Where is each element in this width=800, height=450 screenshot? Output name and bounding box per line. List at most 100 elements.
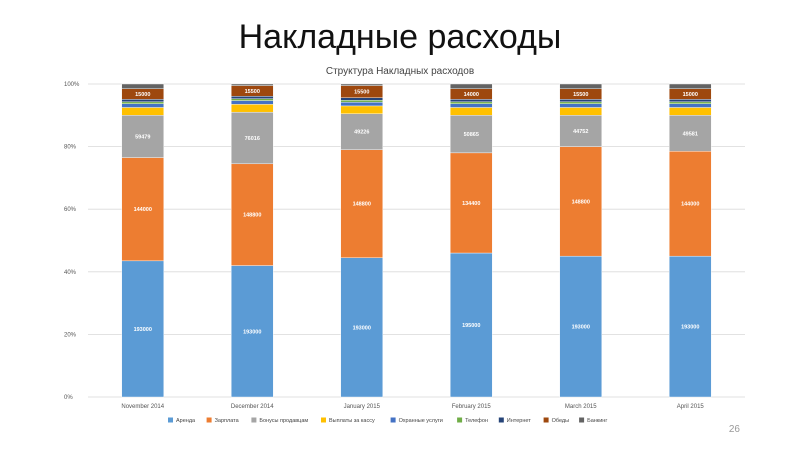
bar-segment bbox=[340, 149, 383, 258]
bar-segment bbox=[340, 257, 383, 398]
bar-segment bbox=[559, 146, 602, 257]
y-tick-label: 100% bbox=[64, 82, 80, 88]
bar-segment bbox=[559, 255, 602, 398]
data-label: 148800 bbox=[572, 199, 590, 205]
bar-segment bbox=[231, 83, 274, 86]
bar-segment bbox=[559, 115, 602, 147]
bar-segment bbox=[669, 99, 712, 103]
data-label: 195000 bbox=[462, 323, 480, 329]
data-label: 148800 bbox=[243, 213, 261, 219]
legend-swatch bbox=[543, 417, 549, 423]
bar-segment bbox=[121, 101, 164, 104]
y-tick-label: 20% bbox=[64, 332, 77, 338]
slide-title: Накладные расходы bbox=[238, 18, 562, 56]
bar-segment bbox=[450, 107, 493, 116]
data-label: 193000 bbox=[572, 325, 590, 331]
data-label: 193000 bbox=[134, 327, 152, 333]
data-label: 15500 bbox=[245, 89, 260, 95]
bar-segment bbox=[340, 105, 383, 114]
data-label: 15500 bbox=[573, 92, 588, 98]
legend-label: Телефон bbox=[465, 418, 488, 424]
bar-segment bbox=[121, 115, 164, 158]
bar-segment bbox=[669, 101, 712, 104]
bar-segment bbox=[121, 83, 164, 89]
data-label: 14000 bbox=[464, 92, 479, 98]
legend-label: Интернет bbox=[507, 418, 531, 424]
legend-label: Обеды bbox=[552, 418, 570, 424]
data-label: 134400 bbox=[462, 201, 480, 207]
x-tick-label: March 2015 bbox=[565, 404, 597, 410]
page-number: 26 bbox=[728, 424, 740, 435]
data-label: 49226 bbox=[354, 130, 369, 136]
data-label: 144000 bbox=[134, 207, 152, 213]
bar-segment bbox=[121, 107, 164, 116]
bar-segment bbox=[669, 107, 712, 116]
legend-swatch bbox=[321, 417, 326, 423]
data-label: 193000 bbox=[681, 325, 699, 331]
bar-segment bbox=[450, 99, 493, 103]
bar-segment bbox=[340, 97, 383, 101]
bar-segment bbox=[450, 152, 493, 254]
legend-label: Выплаты за кассу bbox=[329, 418, 375, 424]
bar-segment bbox=[669, 115, 712, 152]
bar-segment bbox=[669, 255, 712, 398]
bar-segment bbox=[450, 252, 493, 398]
legend-swatch bbox=[498, 417, 504, 423]
bar-segment bbox=[231, 111, 274, 165]
data-label: 193000 bbox=[353, 325, 371, 331]
y-tick-label: 60% bbox=[64, 207, 77, 213]
bar-segment bbox=[121, 157, 164, 262]
bar-segment bbox=[450, 103, 493, 108]
data-label: 144000 bbox=[681, 202, 699, 208]
legend-swatch bbox=[579, 417, 585, 423]
bar-segment bbox=[231, 98, 274, 101]
legend-label: Банкинг bbox=[587, 418, 607, 424]
bar-segment bbox=[231, 100, 274, 105]
bar-segment bbox=[121, 99, 164, 103]
bar-segment bbox=[231, 265, 274, 398]
legend-label: Зарплата bbox=[215, 418, 240, 424]
data-label: 50865 bbox=[464, 132, 479, 138]
bar-segment bbox=[340, 100, 383, 103]
bar-segment bbox=[340, 113, 383, 150]
bar-segment bbox=[121, 103, 164, 108]
bar-segment bbox=[559, 107, 602, 116]
bar-segment bbox=[231, 163, 274, 266]
x-tick-label: January 2015 bbox=[344, 404, 381, 410]
bar-segment bbox=[559, 99, 602, 103]
data-label: 15500 bbox=[354, 90, 369, 96]
legend-swatch bbox=[206, 417, 212, 423]
x-tick-label: November 2014 bbox=[121, 404, 164, 410]
bar-segment bbox=[669, 103, 712, 108]
x-tick-label: December 2014 bbox=[231, 404, 274, 410]
legend-swatch bbox=[168, 417, 173, 423]
legend-swatch bbox=[457, 417, 463, 423]
bar-segment bbox=[669, 151, 712, 257]
y-tick-label: 80% bbox=[64, 145, 77, 151]
bar-segment bbox=[559, 103, 602, 108]
data-label: 15000 bbox=[683, 92, 698, 98]
data-label: 193000 bbox=[243, 329, 261, 335]
data-label: 49581 bbox=[683, 131, 698, 137]
legend-swatch bbox=[390, 417, 396, 423]
data-label: 44752 bbox=[573, 129, 588, 135]
chart-title: Структура Накладных расходов bbox=[326, 66, 474, 77]
legend-label: Охранные услуги bbox=[399, 418, 443, 424]
data-label: 59479 bbox=[135, 134, 150, 140]
data-label: 15000 bbox=[135, 92, 150, 98]
bar-segment bbox=[450, 83, 493, 89]
bar-segment bbox=[669, 83, 712, 89]
bar-segment bbox=[450, 115, 493, 154]
y-tick-label: 40% bbox=[64, 270, 77, 276]
x-tick-label: April 2015 bbox=[677, 404, 705, 410]
legend-label: Бонусы продавцам bbox=[259, 418, 308, 424]
data-label: 76016 bbox=[245, 136, 260, 142]
legend-label: Аренда bbox=[176, 418, 196, 424]
x-tick-label: February 2015 bbox=[452, 404, 492, 410]
bar-segment bbox=[231, 104, 274, 113]
bar-segment bbox=[121, 260, 164, 398]
bar-segment bbox=[559, 83, 602, 89]
legend-swatch bbox=[251, 417, 257, 423]
bar-segment bbox=[340, 101, 383, 107]
